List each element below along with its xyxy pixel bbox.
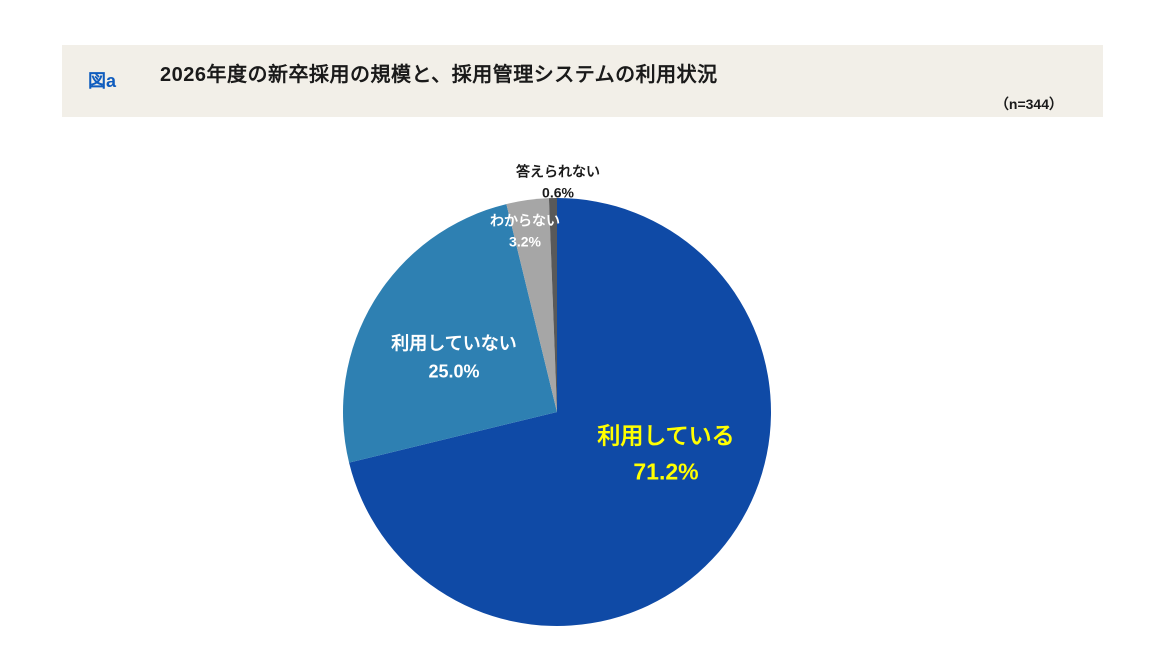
- header-band: 図a 2026年度の新卒採用の規模と、採用管理システムの利用状況 （n=344）: [62, 45, 1103, 117]
- figure-title: 2026年度の新卒採用の規模と、採用管理システムの利用状況: [160, 64, 718, 86]
- pie-slice-3: [548, 197, 557, 412]
- pie-slice-1: [342, 204, 557, 463]
- pie-slice-2: [506, 198, 557, 412]
- figure-tag: 図a: [88, 71, 117, 91]
- pie-slice-0: [349, 198, 771, 626]
- sample-size-label: （n=344）: [994, 96, 1063, 112]
